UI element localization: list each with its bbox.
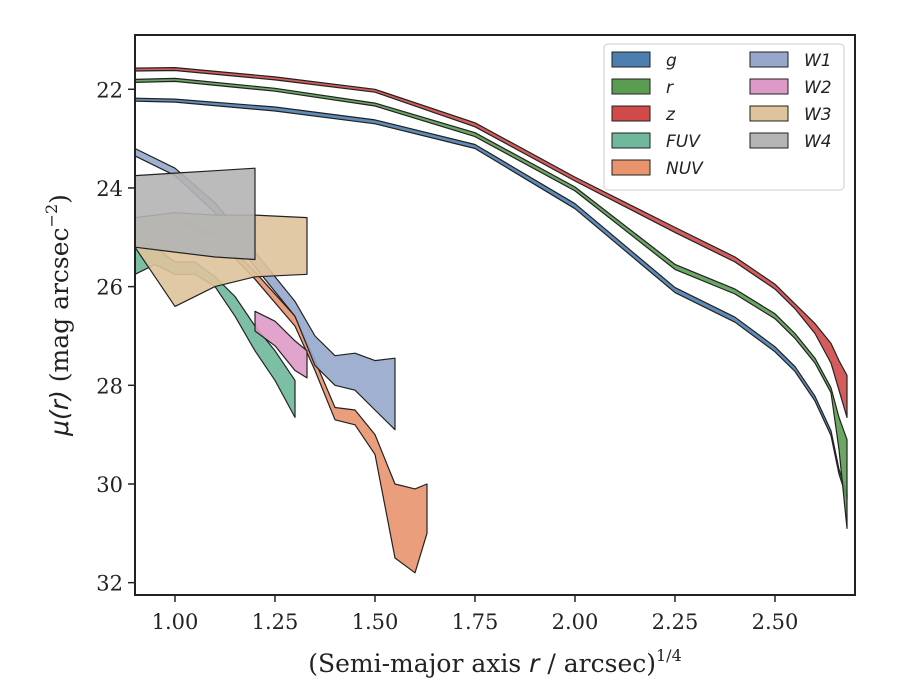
legend-swatch-w2 bbox=[749, 78, 789, 95]
plot-frame bbox=[134, 34, 856, 596]
x-tick-label: 1.25 bbox=[252, 610, 299, 634]
legend-swatch-w4 bbox=[749, 132, 789, 149]
legend: grz FUV NUV W1 W2 W3 W4 bbox=[603, 43, 845, 191]
legend-swatch-w1 bbox=[749, 51, 789, 68]
y-tick-label: 30 bbox=[96, 473, 123, 497]
legend-label-w1: W1 bbox=[804, 51, 832, 71]
x-tick-label: 2.25 bbox=[652, 610, 699, 634]
x-axis-label: (Semi-major axis r / arcsec)1/4 bbox=[308, 646, 682, 678]
legend-swatch-w3 bbox=[749, 105, 789, 122]
band-z bbox=[134, 66, 848, 418]
x-tick-label: 2.50 bbox=[752, 610, 799, 634]
y-tick-label: 26 bbox=[96, 276, 123, 300]
x-tick-label: 1.00 bbox=[152, 610, 199, 634]
y-axis-label: μ(r) (mag arcsec−2) bbox=[42, 194, 74, 437]
legend-label-z: z bbox=[665, 105, 676, 125]
legend-swatch-nuv bbox=[611, 159, 651, 176]
y-tick-label: 32 bbox=[96, 572, 123, 596]
y-tick-label: 22 bbox=[96, 78, 123, 102]
legend-swatch-fuv bbox=[611, 132, 651, 149]
legend-label-w2: W2 bbox=[804, 78, 832, 98]
legend-swatch-z bbox=[611, 105, 651, 122]
band-w2 bbox=[254, 310, 308, 379]
x-axis-ticks: 1.00 1.25 1.50 1.75 2.00 2.25 2.50 bbox=[152, 595, 799, 634]
y-axis-ticks: 22 24 26 28 30 32 bbox=[96, 78, 135, 596]
series-bands bbox=[134, 66, 848, 574]
legend-label-r: r bbox=[666, 78, 674, 98]
band-r bbox=[134, 77, 848, 530]
legend-swatch-g bbox=[611, 51, 651, 68]
y-tick-label: 28 bbox=[96, 374, 123, 398]
x-tick-label: 1.50 bbox=[352, 610, 399, 634]
legend-label-nuv: NUV bbox=[666, 159, 704, 179]
y-tick-label: 24 bbox=[96, 177, 123, 201]
band-w4 bbox=[134, 167, 256, 261]
legend-swatch-r bbox=[611, 78, 651, 95]
legend-label-g: g bbox=[666, 51, 677, 71]
legend-label-w3: W3 bbox=[804, 105, 832, 125]
x-tick-label: 1.75 bbox=[452, 610, 499, 634]
x-tick-label: 2.00 bbox=[552, 610, 599, 634]
legend-label-w4: W4 bbox=[804, 132, 832, 152]
legend-label-fuv: FUV bbox=[666, 132, 701, 152]
